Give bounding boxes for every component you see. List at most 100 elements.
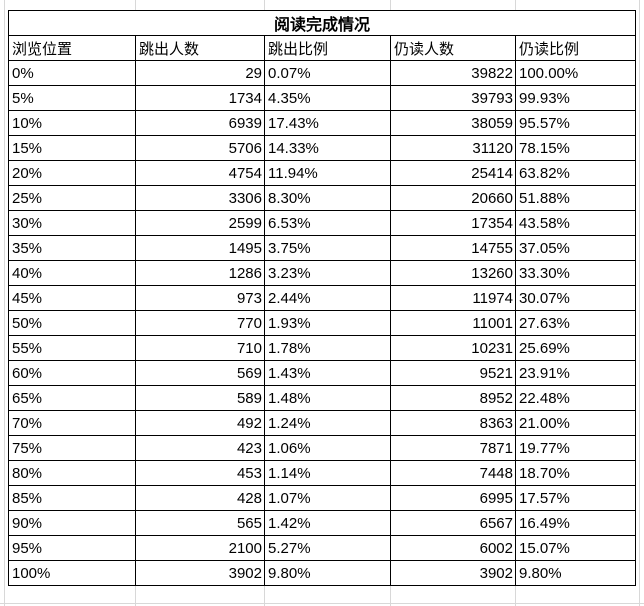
remain-ratio-cell[interactable]: 99.93% [514,85,637,111]
remain-count-cell[interactable]: 39822 [390,60,516,86]
remain-ratio-cell[interactable]: 17.57% [514,485,637,511]
header-browse-position[interactable]: 浏览位置 [8,35,136,61]
bounce-count-cell[interactable]: 973 [135,285,265,311]
remain-ratio-cell[interactable]: 78.15% [514,135,637,161]
remain-ratio-cell[interactable]: 25.69% [514,335,637,361]
bounce-count-cell[interactable]: 5706 [135,135,265,161]
bounce-ratio-cell[interactable]: 4.35% [264,85,391,111]
bounce-count-cell[interactable]: 6939 [135,110,265,136]
position-cell[interactable]: 75% [8,435,136,461]
remain-ratio-cell[interactable]: 63.82% [514,160,637,186]
position-cell[interactable]: 65% [8,385,136,411]
bounce-count-cell[interactable]: 1286 [135,260,265,286]
bounce-ratio-cell[interactable]: 6.53% [264,210,391,236]
bounce-ratio-cell[interactable]: 0.07% [264,60,391,86]
remain-count-cell[interactable]: 8363 [390,410,516,436]
header-remain-count[interactable]: 仍读人数 [390,35,516,61]
bounce-ratio-cell[interactable]: 11.94% [264,160,391,186]
remain-ratio-cell[interactable]: 21.00% [514,410,637,436]
bounce-count-cell[interactable]: 2599 [135,210,265,236]
bounce-count-cell[interactable]: 1734 [135,85,265,111]
remain-ratio-cell[interactable]: 22.48% [514,385,637,411]
remain-count-cell[interactable]: 13260 [390,260,516,286]
bounce-ratio-cell[interactable]: 1.78% [264,335,391,361]
bounce-count-cell[interactable]: 565 [135,510,265,536]
remain-ratio-cell[interactable]: 30.07% [514,285,637,311]
bounce-count-cell[interactable]: 770 [135,310,265,336]
remain-count-cell[interactable]: 25414 [390,160,516,186]
bounce-ratio-cell[interactable]: 1.07% [264,485,391,511]
remain-count-cell[interactable]: 7448 [390,460,516,486]
position-cell[interactable]: 25% [8,185,136,211]
bounce-count-cell[interactable]: 428 [135,485,265,511]
table-title[interactable]: 阅读完成情况 [7,10,637,36]
position-cell[interactable]: 50% [8,310,136,336]
position-cell[interactable]: 20% [8,160,136,186]
bounce-ratio-cell[interactable]: 3.23% [264,260,391,286]
remain-ratio-cell[interactable]: 95.57% [514,110,637,136]
bounce-ratio-cell[interactable]: 14.33% [264,135,391,161]
bounce-count-cell[interactable]: 710 [135,335,265,361]
bounce-count-cell[interactable]: 4754 [135,160,265,186]
bounce-ratio-cell[interactable]: 8.30% [264,185,391,211]
bounce-ratio-cell[interactable]: 1.93% [264,310,391,336]
bounce-ratio-cell[interactable]: 1.06% [264,435,391,461]
bounce-ratio-cell[interactable]: 1.14% [264,460,391,486]
position-cell[interactable]: 90% [8,510,136,536]
remain-count-cell[interactable]: 10231 [390,335,516,361]
header-bounce-count[interactable]: 跳出人数 [135,35,265,61]
remain-ratio-cell[interactable]: 27.63% [514,310,637,336]
bounce-count-cell[interactable]: 453 [135,460,265,486]
remain-ratio-cell[interactable]: 33.30% [514,260,637,286]
position-cell[interactable]: 0% [8,60,136,86]
bounce-count-cell[interactable]: 2100 [135,535,265,561]
bounce-count-cell[interactable]: 423 [135,435,265,461]
bounce-ratio-cell[interactable]: 3.75% [264,235,391,261]
bounce-ratio-cell[interactable]: 5.27% [264,535,391,561]
remain-count-cell[interactable]: 20660 [390,185,516,211]
bounce-count-cell[interactable]: 492 [135,410,265,436]
remain-count-cell[interactable]: 31120 [390,135,516,161]
remain-count-cell[interactable]: 6995 [390,485,516,511]
bounce-count-cell[interactable]: 569 [135,360,265,386]
remain-ratio-cell[interactable]: 51.88% [514,185,637,211]
remain-count-cell[interactable]: 17354 [390,210,516,236]
remain-count-cell[interactable]: 7871 [390,435,516,461]
position-cell[interactable]: 40% [8,260,136,286]
remain-count-cell[interactable]: 9521 [390,360,516,386]
remain-ratio-cell[interactable]: 19.77% [514,435,637,461]
position-cell[interactable]: 80% [8,460,136,486]
header-remain-ratio[interactable]: 仍读比例 [514,35,637,61]
remain-ratio-cell[interactable]: 43.58% [514,210,637,236]
bounce-count-cell[interactable]: 589 [135,385,265,411]
position-cell[interactable]: 100% [8,560,136,586]
remain-ratio-cell[interactable]: 18.70% [514,460,637,486]
remain-count-cell[interactable]: 39793 [390,85,516,111]
remain-count-cell[interactable]: 11974 [390,285,516,311]
bounce-ratio-cell[interactable]: 17.43% [264,110,391,136]
position-cell[interactable]: 45% [8,285,136,311]
position-cell[interactable]: 15% [8,135,136,161]
remain-count-cell[interactable]: 3902 [390,560,516,586]
remain-count-cell[interactable]: 38059 [390,110,516,136]
bounce-ratio-cell[interactable]: 2.44% [264,285,391,311]
remain-count-cell[interactable]: 6567 [390,510,516,536]
remain-ratio-cell[interactable]: 9.80% [514,560,637,586]
remain-count-cell[interactable]: 11001 [390,310,516,336]
bounce-ratio-cell[interactable]: 1.43% [264,360,391,386]
bounce-ratio-cell[interactable]: 1.42% [264,510,391,536]
position-cell[interactable]: 5% [8,85,136,111]
position-cell[interactable]: 30% [8,210,136,236]
bounce-count-cell[interactable]: 3902 [135,560,265,586]
bounce-count-cell[interactable]: 1495 [135,235,265,261]
position-cell[interactable]: 60% [8,360,136,386]
bounce-ratio-cell[interactable]: 1.24% [264,410,391,436]
position-cell[interactable]: 95% [8,535,136,561]
remain-ratio-cell[interactable]: 37.05% [514,235,637,261]
remain-count-cell[interactable]: 6002 [390,535,516,561]
bounce-count-cell[interactable]: 29 [135,60,265,86]
position-cell[interactable]: 55% [8,335,136,361]
header-bounce-ratio[interactable]: 跳出比例 [264,35,391,61]
remain-ratio-cell[interactable]: 100.00% [514,60,637,86]
remain-ratio-cell[interactable]: 16.49% [514,510,637,536]
